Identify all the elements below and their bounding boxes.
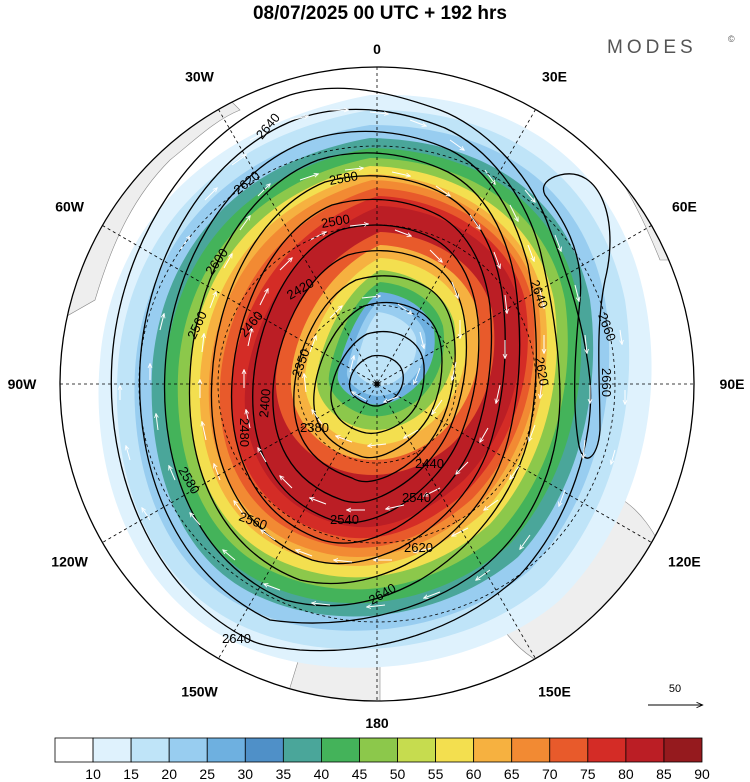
longitude-label: 90W [8, 376, 38, 392]
contour-label: 2540 [330, 512, 359, 527]
colorbar-swatch [282, 737, 322, 763]
colorbar-tick-label: 65 [504, 766, 520, 782]
colorbar-tick-label: 40 [314, 766, 330, 782]
contour-label: 2620 [532, 356, 552, 387]
contour-label: 2540 [402, 490, 431, 505]
colorbar-tick-label: 10 [85, 766, 101, 782]
colorbar-swatch [130, 737, 170, 763]
brand-mark: © [728, 34, 735, 44]
graticule [60, 67, 694, 701]
colorbar-swatch [206, 737, 246, 763]
colorbar-swatch [663, 737, 703, 763]
longitude-label: 60W [55, 199, 85, 215]
longitude-label: 30W [185, 69, 215, 85]
contour-label: 2640 [222, 631, 251, 646]
colorbar-swatch [473, 737, 513, 763]
contour-label: 2660 [599, 368, 614, 397]
map-border [59, 66, 695, 702]
colorbar-tick-label: 70 [542, 766, 558, 782]
wind-vectors [120, 110, 644, 607]
colorbar-tick-label: 25 [199, 766, 215, 782]
colorbar-tick-label: 90 [694, 766, 710, 782]
colorbar-swatch [435, 737, 475, 763]
colorbar-tick-label: 30 [238, 766, 254, 782]
colorbar-swatch [321, 737, 360, 763]
longitude-label: 60E [672, 199, 697, 215]
colorbar-swatch [92, 737, 132, 763]
contour-label: 2400 [256, 388, 273, 418]
longitude-labels: 0 30E 60E 90E 120E 150E 180 150W 120W 90W 60W 30W [8, 41, 745, 731]
colorbar-tick-label: 80 [618, 766, 634, 782]
colorbar-tick-label: 50 [390, 766, 406, 782]
map-disc [60, 67, 694, 701]
colorbar-tick-label: 75 [580, 766, 596, 782]
reference-vector-label: 50 [669, 683, 681, 695]
contour-label: 2620 [404, 540, 433, 555]
longitude-label: 90E [720, 376, 745, 392]
colorbar-swatch [625, 737, 665, 763]
longitude-label: 120W [51, 554, 88, 570]
pole-marker [374, 381, 380, 387]
contour-label: 2480 [237, 418, 252, 447]
reference-vector: 50 [648, 683, 702, 705]
colorbar: 10 15 20 25 30 35 40 45 50 55 60 65 70 75 80 85 90 [54, 737, 710, 782]
brand-logo: MODES [607, 37, 697, 58]
chart-title: 08/07/2025 00 UTC + 192 hrs [253, 3, 507, 24]
colorbar-tick-label: 45 [352, 766, 368, 782]
longitude-label: 150E [538, 683, 571, 699]
colorbar-swatch [511, 737, 551, 763]
colorbar-swatch [244, 737, 284, 763]
colorbar-swatch [168, 737, 208, 763]
colorbar-swatch [54, 737, 94, 763]
colorbar-swatch [397, 737, 436, 763]
colorbar-tick-label: 35 [276, 766, 292, 782]
longitude-label: 0 [373, 41, 381, 57]
longitude-label: 30E [542, 69, 567, 85]
colorbar-swatch [549, 737, 589, 763]
colorbar-swatch [587, 737, 627, 763]
contour-label: 2500 [320, 211, 351, 231]
colorbar-swatch [359, 737, 398, 763]
colorbar-tick-label: 15 [123, 766, 139, 782]
longitude-label: 120E [668, 554, 701, 570]
colorbar-tick-label: 60 [466, 766, 482, 782]
contour-label: 2380 [300, 420, 329, 435]
colorbar-tick-label: 85 [656, 766, 672, 782]
colorbar-tick-label: 20 [161, 766, 177, 782]
contour-label: 2440 [415, 456, 444, 471]
contour-label: 2580 [328, 168, 359, 188]
height-contours [110, 87, 611, 652]
longitude-label: 180 [365, 715, 389, 731]
colorbar-tick-label: 55 [428, 766, 444, 782]
longitude-label: 150W [181, 683, 218, 699]
